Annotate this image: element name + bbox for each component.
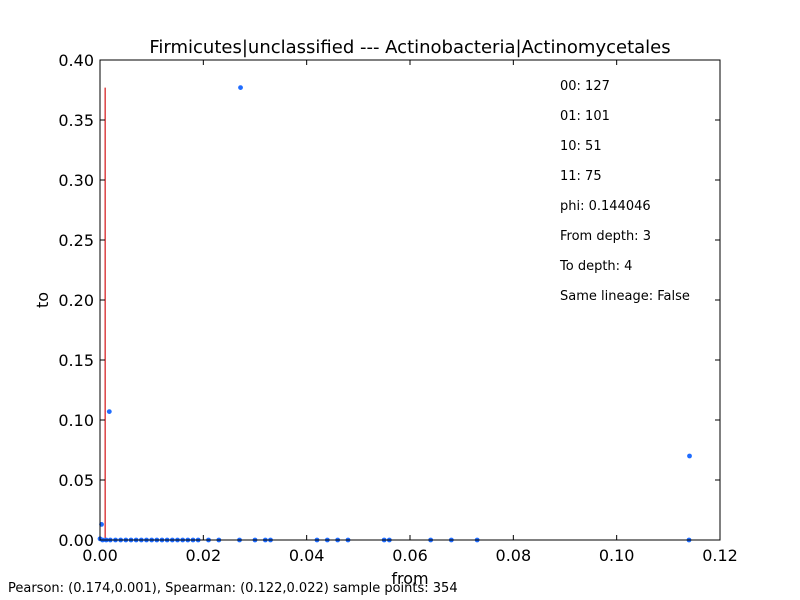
plot-area	[97, 85, 692, 543]
x-tick-label: 0.02	[186, 546, 222, 565]
y-tick-label: 0.00	[58, 531, 94, 550]
x-tick-label: 0.06	[392, 546, 428, 565]
annotation-line: 01: 101	[560, 109, 610, 124]
x-tick-label: 0.04	[289, 546, 325, 565]
x-tick-label: 0.10	[599, 546, 635, 565]
y-tick-label: 0.15	[58, 351, 94, 370]
x-tick-label: 0.00	[82, 546, 118, 565]
annotation-line: To depth: 4	[559, 259, 632, 274]
y-tick-label: 0.35	[58, 111, 94, 130]
data-point	[238, 85, 243, 90]
y-axis-label: to	[33, 292, 52, 308]
data-point	[106, 409, 112, 414]
correlation-footer: Pearson: (0.174,0.001), Spearman: (0.122…	[8, 581, 458, 596]
data-point	[687, 453, 692, 459]
y-tick-label: 0.10	[58, 411, 94, 430]
annotation-line: 10: 51	[560, 139, 602, 154]
annotation-line: 00: 127	[560, 79, 610, 94]
y-axis: 0.00 0.05 0.10 0.15 0.20 0.25 0.30 0.35 0.40	[58, 51, 720, 550]
x-tick-label: 0.12	[702, 546, 738, 565]
y-tick-label: 0.25	[58, 231, 94, 250]
stats-annotations: 00: 127 01: 101 10: 51 11: 75 phi: 0.144046 F…	[559, 79, 690, 304]
annotation-line: 11: 75	[560, 169, 602, 184]
x-axis: 0.00 0.02 0.04 0.06 0.08 0.10 0.12	[82, 60, 738, 565]
y-tick-label: 0.40	[58, 51, 94, 70]
annotation-line: phi: 0.144046	[560, 199, 651, 214]
chart-title: Firmicutes|unclassified --- Actinobacter…	[149, 37, 670, 58]
x-axis-label: from	[391, 569, 428, 588]
y-tick-label: 0.05	[58, 471, 94, 490]
y-tick-label: 0.20	[58, 291, 94, 310]
y-tick-label: 0.30	[58, 171, 94, 190]
annotation-line: Same lineage: False	[560, 289, 690, 304]
x-tick-label: 0.08	[496, 546, 532, 565]
annotation-line: From depth: 3	[560, 229, 651, 244]
